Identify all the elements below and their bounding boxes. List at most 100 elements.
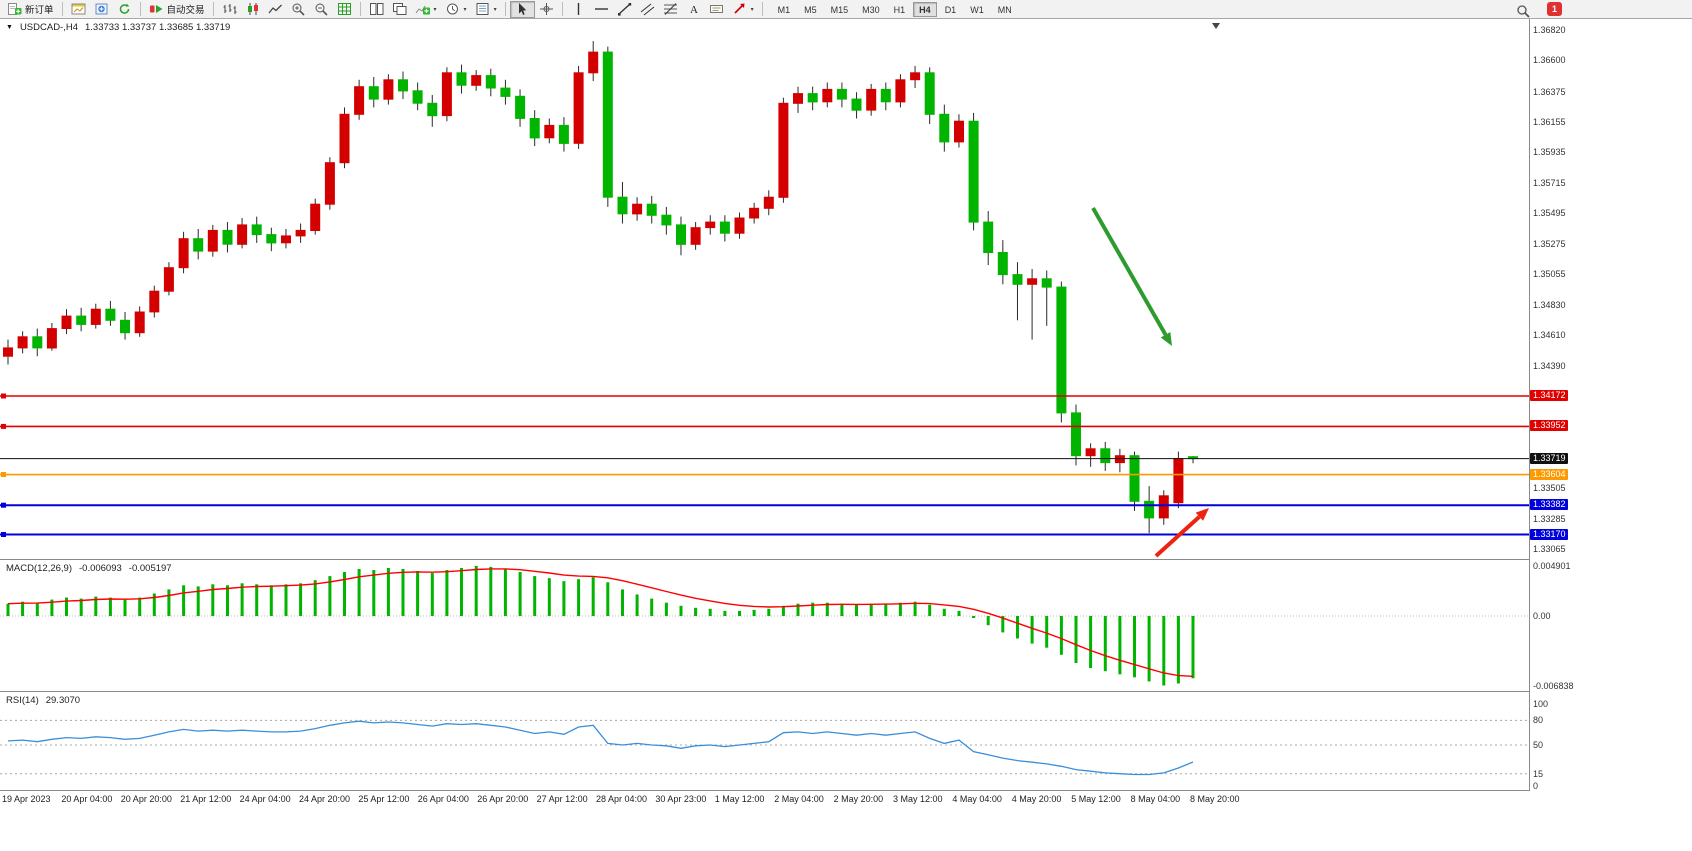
candle xyxy=(61,309,72,335)
chart-ohlc-values: 1.33733 1.33737 1.33685 1.33719 xyxy=(85,22,231,33)
zoom-out-button[interactable] xyxy=(310,1,333,18)
indicators-button[interactable]: ▾ xyxy=(411,1,441,18)
candle xyxy=(76,307,87,332)
timeframe-m15[interactable]: M15 xyxy=(830,4,849,15)
candle xyxy=(646,195,657,224)
symbol-dropdown-icon[interactable]: ▼ xyxy=(6,24,13,31)
candle xyxy=(997,240,1008,285)
cascade-windows-button[interactable] xyxy=(388,1,411,18)
trendline-button[interactable] xyxy=(613,1,636,18)
time-axis-label: 24 Apr 04:00 xyxy=(239,794,291,804)
new-chart-button[interactable] xyxy=(67,1,90,18)
horizontal-line-button[interactable] xyxy=(590,1,613,18)
vertical-line-button[interactable] xyxy=(567,1,590,18)
cursor-icon xyxy=(515,2,530,16)
zoom-in-icon xyxy=(291,2,306,16)
candle xyxy=(178,231,189,274)
price-axis[interactable]: 1.36820 1.36600 1.36375 1.36155 1.35935 1.357… xyxy=(1529,19,1589,806)
panel-divider[interactable] xyxy=(0,559,1568,560)
candle xyxy=(1012,262,1023,321)
toolbar-separator xyxy=(139,2,141,16)
candle xyxy=(149,285,160,318)
candle xyxy=(676,216,686,256)
line-chart-button[interactable] xyxy=(264,1,287,18)
crosshair-button[interactable] xyxy=(535,1,558,18)
line-handle[interactable] xyxy=(1,532,6,538)
green-down-arrow[interactable] xyxy=(1091,207,1172,346)
candle xyxy=(836,82,847,108)
timeframe-w1[interactable]: W1 xyxy=(970,4,984,15)
text-label-button[interactable] xyxy=(705,1,728,18)
timeframe-mn[interactable]: MN xyxy=(997,4,1012,15)
toolbar-separator xyxy=(212,2,214,16)
grid-button[interactable] xyxy=(333,1,356,18)
time-axis-label: 8 May 20:00 xyxy=(1190,794,1240,804)
time-axis-label: 5 May 12:00 xyxy=(1071,794,1121,804)
zoom-in-button[interactable] xyxy=(287,1,310,18)
toolbar: 新订单 自动交易 ▾ ▾ ▾ A ▾ xyxy=(0,0,1692,19)
auto-trading-button[interactable]: 自动交易 xyxy=(145,1,209,18)
rsi-header: RSI(14) 29.3070 xyxy=(6,695,80,706)
cursor-button[interactable] xyxy=(509,0,535,18)
notification-badge[interactable]: 1 xyxy=(1547,2,1563,16)
panel-divider[interactable] xyxy=(0,691,1568,692)
toolbar-separator xyxy=(561,2,563,16)
red-up-arrow[interactable] xyxy=(1154,508,1209,558)
candle xyxy=(46,323,57,351)
price-axis-label: 1.34390 xyxy=(1533,360,1566,371)
line-handle[interactable] xyxy=(1,423,6,429)
rsi-panel[interactable]: RSI(14) 29.3070 xyxy=(0,692,1529,790)
navigator-button[interactable] xyxy=(90,1,113,18)
timeframe-m1[interactable]: M1 xyxy=(777,4,791,15)
search-button[interactable] xyxy=(1512,2,1535,19)
timeframe-h4[interactable]: H4 xyxy=(913,1,937,17)
fibonacci-button[interactable] xyxy=(659,1,682,18)
arrows-button[interactable]: ▾ xyxy=(728,1,758,18)
macd-panel[interactable]: MACD(12,26,9) -0.006093 -0.005197 xyxy=(0,560,1529,691)
price-axis-label: 1.34610 xyxy=(1533,330,1566,341)
timeframe-m5[interactable]: M5 xyxy=(804,4,817,15)
templates-icon xyxy=(475,2,490,16)
time-axis-label: 26 Apr 20:00 xyxy=(477,794,529,804)
candlestick-chart-button[interactable] xyxy=(241,1,264,18)
trendline-icon xyxy=(617,2,632,16)
rsi-svg xyxy=(0,719,1529,776)
price-axis-label: 1.35495 xyxy=(1533,208,1566,219)
bar-chart-button[interactable] xyxy=(218,1,241,18)
macd-axis-label: 0.004901 xyxy=(1533,560,1571,571)
refresh-button[interactable] xyxy=(113,1,136,18)
new-order-label: 新订单 xyxy=(25,5,54,16)
price-axis-label: 1.36375 xyxy=(1533,86,1566,97)
candle xyxy=(339,107,350,169)
candle xyxy=(793,86,803,113)
rsi-label: RSI(14) xyxy=(6,695,39,706)
periods-button[interactable]: ▾ xyxy=(441,1,471,18)
candle xyxy=(485,68,496,97)
candle xyxy=(1027,269,1038,340)
text-button[interactable]: A xyxy=(682,1,705,18)
line-price-label: 1.33170 xyxy=(1530,528,1568,540)
price-chart-svg[interactable] xyxy=(0,19,1529,559)
time-axis[interactable]: 19 Apr 2023 20 Apr 04:00 20 Apr 20:00 21 Ap… xyxy=(0,791,1568,807)
timeframe-h1[interactable]: H1 xyxy=(893,4,906,15)
line-handle[interactable] xyxy=(1,393,6,399)
equidistant-channel-button[interactable] xyxy=(636,1,659,18)
new-order-button[interactable]: 新订单 xyxy=(3,1,58,18)
navigator-icon xyxy=(94,2,109,16)
panel-divider[interactable] xyxy=(0,790,1568,791)
main-chart-panel[interactable]: ▼ USDCAD-,H4 1.33733 1.33737 1.33685 1.3… xyxy=(0,19,1529,559)
tile-windows-button[interactable] xyxy=(365,1,388,18)
timeframe-d1[interactable]: D1 xyxy=(944,4,957,15)
candle xyxy=(120,312,130,340)
candle xyxy=(807,86,818,111)
time-axis-label: 26 Apr 04:00 xyxy=(417,794,469,804)
horizontal-line-icon xyxy=(594,2,609,16)
candle xyxy=(749,202,760,224)
chart-header: ▼ USDCAD-,H4 1.33733 1.33737 1.33685 1.3… xyxy=(6,22,230,33)
line-handle[interactable] xyxy=(1,502,6,508)
timeframe-m30[interactable]: M30 xyxy=(862,4,880,15)
time-axis-label: 8 May 04:00 xyxy=(1130,794,1181,804)
templates-button[interactable]: ▾ xyxy=(471,1,501,18)
shift-marker[interactable] xyxy=(1212,23,1220,29)
line-handle[interactable] xyxy=(1,472,6,478)
